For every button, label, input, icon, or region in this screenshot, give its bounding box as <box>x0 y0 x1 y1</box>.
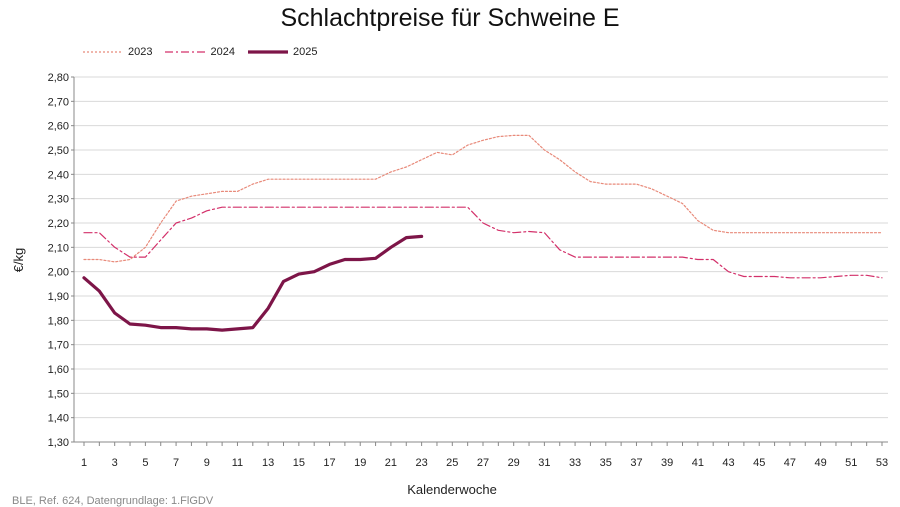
legend-label-2023: 2023 <box>128 46 153 58</box>
x-tick-label: 11 <box>232 457 243 469</box>
x-tick-label: 17 <box>323 457 335 469</box>
grid-lines <box>74 76 888 419</box>
axes <box>73 77 888 443</box>
legend-label-2024: 2024 <box>210 46 235 58</box>
y-tick-label: 2,20 <box>48 218 69 230</box>
chart-legend: 2023 2024 2025 <box>82 44 329 60</box>
y-tick-label: 1,30 <box>48 437 69 449</box>
x-tick-label: 35 <box>600 457 612 469</box>
legend-swatch-2025 <box>247 50 288 54</box>
y-axis-ticks: 1,30 1,40 1,50 1,60 1,70 1,80 1,90 2,00 2,10 2,20… <box>48 72 74 449</box>
x-axis-title: Kalenderwoche <box>407 482 497 497</box>
y-axis-title: €/kg <box>11 248 26 273</box>
x-tick-label: 9 <box>204 457 210 469</box>
y-tick-label: 2,10 <box>48 242 69 254</box>
legend-item-2025: 2025 <box>247 46 317 58</box>
x-tick-label: 53 <box>876 457 888 469</box>
x-tick-label: 19 <box>354 457 366 469</box>
source-note: BLE, Ref. 624, Datengrundlage: 1.FlGDV <box>12 495 214 507</box>
x-tick-label: 45 <box>753 457 765 469</box>
x-tick-label: 25 <box>446 457 458 469</box>
x-tick-label: 37 <box>630 457 642 469</box>
legend-swatch-2024 <box>165 51 206 53</box>
y-tick-label: 2,00 <box>48 267 69 279</box>
x-tick-label: 5 <box>142 457 148 469</box>
legend-swatch-2023 <box>83 51 123 53</box>
x-axis-ticks: 1 3 5 7 9 11 13 15 17 19 21 23 25 27 29 31 33 35 37 39 41 43 4… <box>81 442 888 469</box>
x-tick-label: 29 <box>508 457 520 469</box>
x-tick-label: 7 <box>173 457 179 469</box>
legend-item-2023: 2023 <box>82 46 152 58</box>
x-tick-label: 51 <box>845 457 857 469</box>
x-tick-label: 41 <box>692 457 704 469</box>
x-tick-label: 49 <box>814 457 826 469</box>
x-tick-label: 33 <box>569 457 581 469</box>
x-tick-label: 27 <box>477 457 489 469</box>
x-tick-label: 3 <box>112 457 118 469</box>
y-tick-label: 1,80 <box>48 315 69 327</box>
y-tick-label: 1,70 <box>48 340 69 352</box>
x-tick-label: 23 <box>415 457 427 469</box>
y-tick-label: 2,80 <box>48 72 69 84</box>
x-tick-label: 15 <box>293 457 305 469</box>
y-tick-label: 2,60 <box>48 121 69 133</box>
legend-label-2025: 2025 <box>292 46 318 58</box>
x-tick-label: 39 <box>661 457 673 469</box>
x-tick-label: 1 <box>81 457 87 469</box>
series-lines <box>82 134 883 332</box>
y-tick-label: 2,70 <box>48 96 69 108</box>
y-tick-label: 1,40 <box>48 413 69 425</box>
x-tick-label: 13 <box>262 457 274 469</box>
y-tick-label: 2,40 <box>48 169 69 181</box>
y-tick-label: 2,50 <box>48 145 69 157</box>
y-tick-label: 1,50 <box>48 388 69 400</box>
x-tick-label: 21 <box>385 457 397 469</box>
x-tick-label: 31 <box>538 457 550 469</box>
x-tick-label: 43 <box>722 457 734 469</box>
legend-item-2024: 2024 <box>164 46 235 58</box>
series-line-2024 <box>83 206 883 279</box>
chart-title: Schlachtpreise für Schweine E <box>280 4 620 32</box>
series-line-2025 <box>82 234 424 332</box>
y-tick-label: 1,90 <box>48 291 69 303</box>
x-tick-label: 47 <box>784 457 796 469</box>
y-tick-label: 2,30 <box>48 194 69 206</box>
series-line-2023 <box>83 134 883 263</box>
y-tick-label: 1,60 <box>48 364 69 376</box>
